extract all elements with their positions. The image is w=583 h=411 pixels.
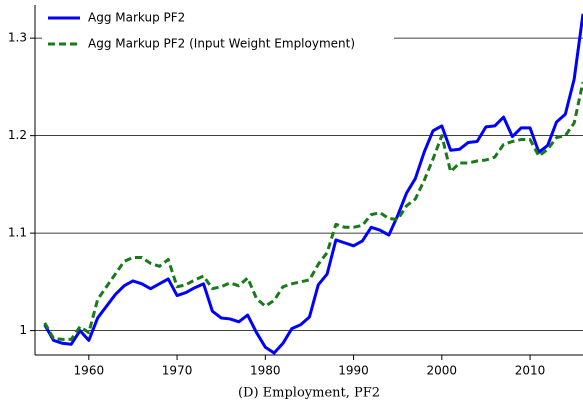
- x-tick-label: 1960: [74, 364, 105, 378]
- series-line: [43, 13, 583, 355]
- x-tick-label: 1980: [250, 364, 281, 378]
- legend-label: Agg Markup PF2 (Input Weight Employment): [88, 37, 355, 51]
- caption: (D) Employment, PF2: [238, 386, 380, 401]
- y-tick-label: 1.2: [8, 128, 27, 142]
- x-tick-label: 2000: [427, 364, 458, 378]
- grid: [35, 37, 583, 332]
- series-line: [43, 81, 583, 341]
- legend-bg: [42, 33, 394, 55]
- y-tick-label: 1: [19, 323, 27, 337]
- plot-lines: [43, 13, 583, 355]
- legend-label: Agg Markup PF2: [88, 11, 185, 25]
- legend: Agg Markup PF2 Agg Markup PF2 (Input Weig…: [42, 7, 394, 55]
- axes: 1 1.1 1.2 1.3 1960 1970 1980 1990 2000 2010: [8, 5, 583, 378]
- y-tick-label: 1.3: [8, 31, 27, 45]
- x-tick-label: 1990: [338, 364, 369, 378]
- x-tick-label: 1970: [162, 364, 193, 378]
- x-tick-label: 2010: [515, 364, 546, 378]
- y-tick-label: 1.1: [8, 226, 27, 240]
- legend-bg: [42, 7, 192, 29]
